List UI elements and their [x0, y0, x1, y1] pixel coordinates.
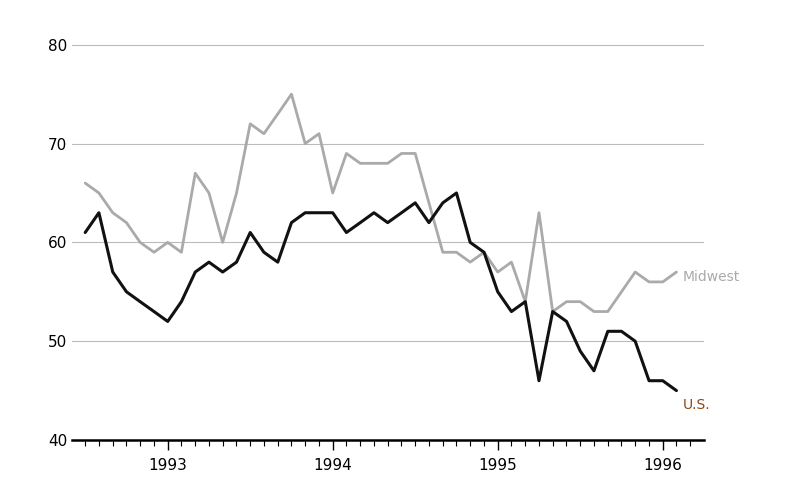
Text: U.S.: U.S. — [682, 398, 710, 412]
Text: Midwest: Midwest — [682, 270, 740, 284]
